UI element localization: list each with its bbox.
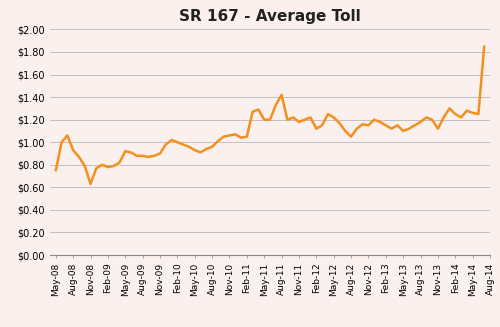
Title: SR 167 - Average Toll: SR 167 - Average Toll: [179, 9, 361, 24]
